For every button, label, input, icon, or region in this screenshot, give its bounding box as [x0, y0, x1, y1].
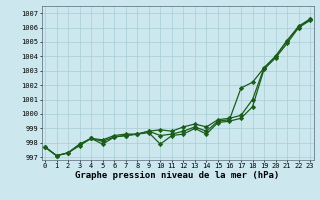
X-axis label: Graphe pression niveau de la mer (hPa): Graphe pression niveau de la mer (hPa) [76, 171, 280, 180]
